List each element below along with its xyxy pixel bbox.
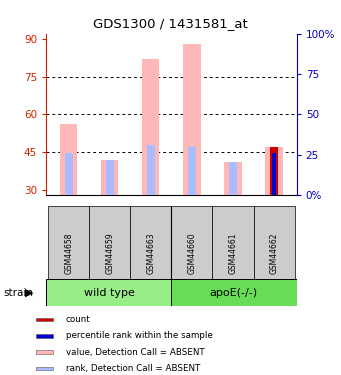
- Bar: [147, 145, 155, 195]
- Text: apoE(-/-): apoE(-/-): [209, 288, 257, 297]
- Bar: [142, 59, 160, 195]
- Text: strain: strain: [3, 288, 33, 297]
- Text: wild type: wild type: [84, 288, 135, 297]
- Bar: [253, 206, 295, 279]
- Bar: [89, 206, 130, 279]
- Bar: [272, 153, 276, 195]
- Text: ▶: ▶: [25, 288, 34, 297]
- Bar: [36, 318, 53, 321]
- Text: rank, Detection Call = ABSENT: rank, Detection Call = ABSENT: [66, 364, 200, 373]
- Text: GSM44658: GSM44658: [64, 232, 73, 273]
- Text: GDS1300 / 1431581_at: GDS1300 / 1431581_at: [93, 17, 248, 30]
- Text: GSM44659: GSM44659: [105, 232, 114, 273]
- Bar: [46, 279, 172, 306]
- Text: GSM44661: GSM44661: [228, 232, 237, 273]
- Text: value, Detection Call = ABSENT: value, Detection Call = ABSENT: [66, 348, 204, 357]
- Text: GSM44662: GSM44662: [270, 232, 279, 273]
- Bar: [188, 147, 196, 195]
- Bar: [270, 147, 278, 195]
- Bar: [48, 206, 89, 279]
- Bar: [229, 162, 237, 195]
- Bar: [212, 206, 253, 279]
- Bar: [36, 367, 53, 370]
- Text: GSM44660: GSM44660: [188, 232, 196, 273]
- Bar: [101, 160, 118, 195]
- Bar: [106, 160, 114, 195]
- Bar: [60, 124, 77, 195]
- Bar: [36, 334, 53, 338]
- Text: count: count: [66, 315, 90, 324]
- Bar: [64, 153, 73, 195]
- Text: percentile rank within the sample: percentile rank within the sample: [66, 331, 212, 340]
- Bar: [130, 206, 172, 279]
- Text: GSM44663: GSM44663: [146, 232, 155, 273]
- Bar: [224, 162, 242, 195]
- Bar: [36, 350, 53, 354]
- Bar: [265, 147, 283, 195]
- Bar: [270, 153, 278, 195]
- Bar: [172, 206, 212, 279]
- Bar: [183, 44, 201, 195]
- Bar: [172, 279, 297, 306]
